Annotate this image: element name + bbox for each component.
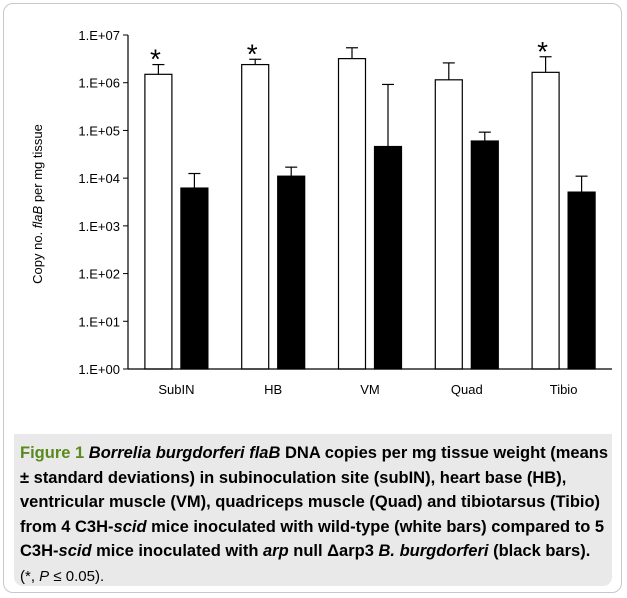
y-tick-label: 1.E+06: [78, 76, 120, 91]
arp-null-bar: [373, 145, 403, 370]
caption-panel: [14, 434, 612, 586]
caption-text-1: DNA copies per mg tissue weight (means ±…: [20, 444, 609, 536]
caption-text-4: null Δarp3: [288, 542, 379, 560]
arp-null-bar: [567, 191, 596, 370]
y-axis-label: Copy no. flaB per mg tissue: [30, 124, 45, 284]
y-axis-label-part-1: Copy no.: [30, 228, 45, 284]
x-category-label: SubIN: [158, 382, 194, 397]
x-category-label: HB: [264, 382, 282, 397]
x-category-label: Tibio: [550, 382, 578, 397]
y-tick-label: 1.E+04: [78, 171, 120, 186]
bar-chart: Copy no. flaB per mg tissue 1.E+00 1.E+01…: [30, 28, 612, 397]
caption-text-3: mice inoculated with: [91, 542, 263, 560]
caption-note-close: ≤ 0.05).: [49, 567, 105, 585]
caption-taxon: Borrelia burgdorferi flaB: [88, 444, 281, 462]
wild-type-bar: [241, 63, 270, 370]
y-tick-label: 1.E+00: [78, 362, 120, 377]
svg-text:Copy no. flaB per mg tissue: Copy no. flaB per mg tissue: [30, 124, 45, 284]
wild-type-bar: [144, 73, 173, 370]
caption-species: B. burgdorferi: [378, 542, 489, 560]
figure-label: Figure 1: [20, 444, 85, 462]
significance-star: *: [247, 38, 258, 69]
y-tick-label: 1.E+02: [78, 267, 120, 282]
caption-note-p: P: [39, 567, 50, 585]
wild-type-bar: [531, 71, 560, 370]
x-category-label: VM: [360, 382, 380, 397]
caption-arp: arp: [263, 542, 289, 560]
caption-text-5: (black bars).: [488, 542, 591, 560]
arp-null-bar: [277, 175, 306, 370]
caption-scid-2: scid: [58, 542, 92, 560]
significance-star: *: [150, 44, 161, 75]
y-tick-label: 1.E+01: [78, 314, 120, 329]
y-axis-label-part-3: per mg tissue: [30, 124, 45, 206]
significance-star: *: [537, 36, 548, 67]
figure-caption: Figure 1 Borrelia burgdorferi flaB DNA c…: [20, 441, 610, 589]
x-category-label: Quad: [451, 382, 483, 397]
arp-null-bar: [470, 140, 499, 370]
caption-note-open: (*,: [20, 567, 40, 585]
y-tick-label: 1.E+07: [78, 28, 120, 43]
caption-note: (*, P ≤ 0.05).: [20, 568, 104, 585]
arp-null-bar: [180, 187, 209, 370]
y-tick-label: 1.E+03: [78, 219, 120, 234]
y-axis-label-part-2: flaB: [30, 205, 45, 228]
wild-type-bar: [337, 58, 367, 370]
y-tick-label: 1.E+05: [78, 123, 120, 138]
caption-scid-1: scid: [113, 517, 147, 536]
caption-text-2: mice inoculated with wild-type (white ba…: [20, 517, 605, 561]
wild-type-bar: [434, 79, 463, 370]
